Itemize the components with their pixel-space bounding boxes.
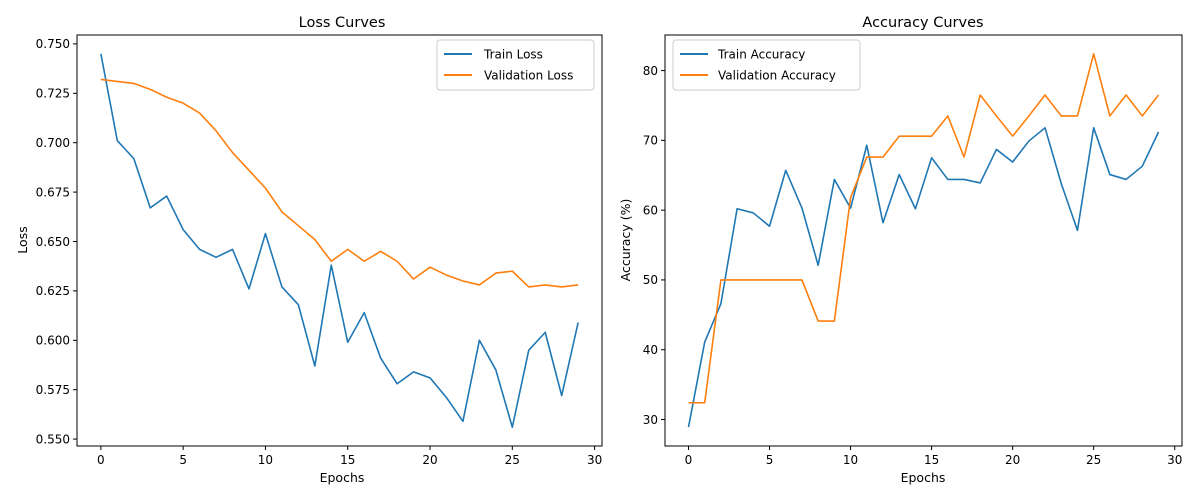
x-tick-label: 15 xyxy=(924,453,939,467)
y-tick-label: 0.725 xyxy=(36,87,70,101)
y-axis-label: Loss xyxy=(15,226,30,253)
x-tick-label: 25 xyxy=(1086,453,1101,467)
y-tick-label: 70 xyxy=(643,134,658,148)
y-tick-label: 0.575 xyxy=(36,383,70,397)
x-tick-label: 20 xyxy=(1005,453,1020,467)
legend-label-validation-loss: Validation Loss xyxy=(484,69,573,83)
y-tick-label: 0.625 xyxy=(36,284,70,298)
legend-label-train-loss: Train Loss xyxy=(483,48,543,62)
series-line-train-accuracy xyxy=(687,127,1160,428)
y-tick-label: 0.675 xyxy=(36,185,70,199)
chart-title: Loss Curves xyxy=(299,15,386,31)
plot-area: 0 5 10 15 20 25 30 0.550 0.575 0.600 0.625 0.650 0.6… xyxy=(36,34,603,467)
axes-frame xyxy=(664,34,1183,447)
x-tick-label: 10 xyxy=(843,453,858,467)
series-line-train-loss xyxy=(100,53,579,429)
y-tick-label: 40 xyxy=(643,343,658,357)
y-tick-label: 50 xyxy=(643,273,658,287)
x-axis-label: Epochs xyxy=(320,470,365,485)
series-line-validation-loss xyxy=(100,78,579,288)
legend-label-validation-accuracy: Validation Accuracy xyxy=(718,69,836,83)
chart-title: Accuracy Curves xyxy=(862,15,983,31)
accuracy-chart: Accuracy Curves Accuracy (%) Epochs 0 5 10… xyxy=(618,15,1183,485)
x-tick-label: 5 xyxy=(766,453,774,467)
x-tick-label: 25 xyxy=(505,453,520,467)
legend: Train Accuracy Validation Accuracy xyxy=(672,39,861,91)
x-tick-label: 30 xyxy=(587,453,602,467)
legend: Train Loss Validation Loss xyxy=(436,39,595,91)
y-tick-label: 0.550 xyxy=(36,432,70,446)
x-tick-label: 5 xyxy=(179,453,187,467)
x-tick-label: 15 xyxy=(340,453,355,467)
loss-chart: Loss Curves Loss Epochs 0 5 10 15 20 25 30 0.55… xyxy=(15,15,603,485)
axes-frame xyxy=(76,34,603,447)
x-tick-label: 0 xyxy=(97,453,105,467)
plot-area: 0 5 10 15 20 25 30 30 40 50 60 70 80 xyxy=(643,34,1183,467)
y-tick-label: 0.700 xyxy=(36,136,70,150)
y-tick-label: 60 xyxy=(643,203,658,217)
y-axis-label: Accuracy (%) xyxy=(618,199,633,282)
y-tick-label: 80 xyxy=(643,64,658,78)
x-axis-label: Epochs xyxy=(901,470,946,485)
legend-label-train-accuracy: Train Accuracy xyxy=(717,48,805,62)
x-tick-label: 10 xyxy=(258,453,273,467)
x-tick-label: 0 xyxy=(685,453,693,467)
y-tick-label: 30 xyxy=(643,413,658,427)
y-tick-label: 0.600 xyxy=(36,334,70,348)
x-tick-label: 20 xyxy=(422,453,437,467)
y-tick-label: 0.650 xyxy=(36,235,70,249)
series-line-validation-accuracy xyxy=(688,53,1160,404)
x-tick-label: 30 xyxy=(1167,453,1182,467)
y-tick-label: 0.750 xyxy=(36,37,70,51)
legend-box xyxy=(672,39,861,91)
legend-box xyxy=(436,39,595,91)
